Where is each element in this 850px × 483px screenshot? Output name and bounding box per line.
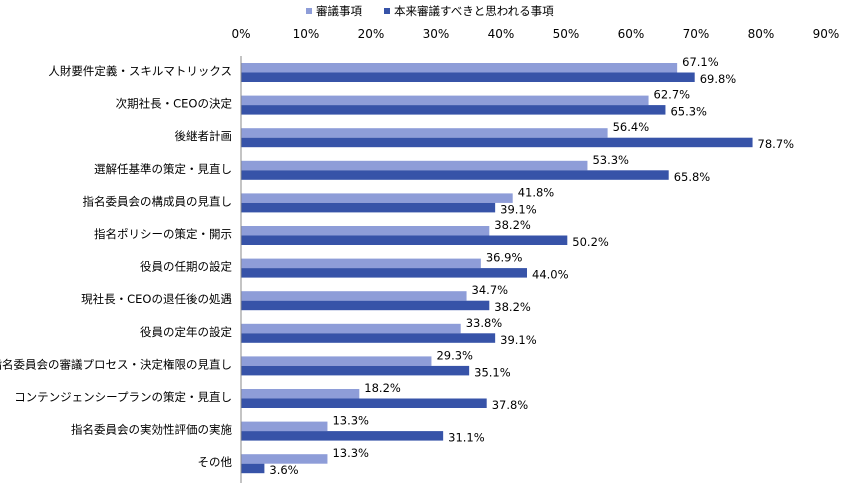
data-label-series-1: 13.3%	[332, 414, 369, 428]
data-label-series-2: 31.1%	[448, 431, 485, 445]
legend-swatch-series-1	[306, 8, 312, 14]
data-label-series-2: 38.2%	[494, 300, 531, 314]
bar-series-1	[241, 63, 678, 73]
bar-series-1	[241, 128, 608, 138]
bar-series-1	[241, 323, 461, 334]
x-tick-label: 50%	[553, 27, 580, 41]
data-label-series-1: 56.4%	[613, 120, 650, 134]
bar-series-1	[241, 454, 328, 464]
data-label-series-2: 78.7%	[758, 137, 795, 151]
legend-label-series-1: 審議事項	[316, 4, 362, 18]
data-label-series-2: 65.8%	[674, 170, 711, 184]
category-label: 現社長・CEOの退任後の処遇	[81, 292, 232, 306]
bar-series-1	[241, 226, 490, 236]
data-label-series-2: 35.1%	[474, 365, 511, 379]
data-label-series-1: 53.3%	[592, 153, 629, 167]
x-tick-label: 10%	[293, 27, 320, 41]
data-label-series-1: 38.2%	[494, 218, 531, 232]
category-label: 次期社長・CEOの決定	[116, 97, 233, 111]
bar-series-2	[241, 463, 265, 474]
bar-series-1	[241, 356, 432, 366]
data-label-series-1: 13.3%	[332, 446, 369, 460]
data-label-series-2: 44.0%	[532, 268, 569, 282]
data-label-series-1: 41.8%	[518, 185, 555, 199]
category-label: コンテンジェンシープランの策定・見直し	[14, 390, 232, 404]
category-label: その他	[198, 455, 233, 469]
category-label: 選解任基準の策定・見直し	[94, 162, 232, 176]
data-label-series-1: 62.7%	[654, 88, 691, 102]
data-label-series-1: 29.3%	[436, 348, 473, 362]
legend-swatch-series-2	[384, 8, 390, 14]
data-label-series-2: 3.6%	[269, 463, 298, 477]
data-label-series-2: 37.8%	[492, 398, 529, 412]
bar-series-2	[241, 202, 496, 213]
legend-label-series-2: 本来審議すべきと思われる事項	[394, 4, 554, 18]
bar-series-1	[241, 193, 513, 203]
category-label: 指名委員会の構成員の見直し	[83, 194, 233, 208]
x-axis-ticks: 0% 10% 20% 30% 40% 50% 60% 70% 80% 90%	[231, 27, 839, 41]
x-tick-label: 40%	[488, 27, 515, 41]
bar-series-2	[241, 72, 695, 82]
bar-series-2	[241, 268, 527, 278]
bar-series-1	[241, 160, 588, 171]
category-labels: 人財要件定義・スキルマトリックス次期社長・CEOの決定後継者計画選解任基準の策定…	[0, 64, 232, 469]
legend: 審議事項 本来審議すべきと思われる事項	[306, 4, 554, 18]
x-tick-label: 0%	[231, 27, 250, 41]
data-labels: 67.1% 69.8% 62.7% 65.3% 56.4% 78.7% 53.3% 65.8%…	[269, 55, 794, 477]
data-label-series-2: 50.2%	[572, 235, 609, 249]
bar-series-2	[241, 105, 666, 115]
category-label: 指名ポリシーの策定・開示	[94, 227, 232, 241]
data-label-series-2: 65.3%	[670, 105, 707, 119]
x-tick-label: 30%	[423, 27, 450, 41]
category-label: 人財要件定義・スキルマトリックス	[48, 64, 232, 78]
data-label-series-2: 39.1%	[500, 202, 537, 216]
bar-series-2	[241, 300, 490, 311]
data-label-series-1: 18.2%	[364, 381, 401, 395]
bars	[241, 63, 753, 474]
category-label: 指名委員会の審議プロセス・決定権限の見直し	[0, 357, 232, 371]
bar-series-2	[241, 333, 496, 343]
bar-series-2	[241, 170, 669, 180]
category-label: 後継者計画	[175, 129, 233, 143]
category-label: 役員の定年の設定	[140, 325, 232, 339]
x-tick-label: 90%	[813, 27, 840, 41]
x-tick-label: 60%	[618, 27, 645, 41]
bar-series-2	[241, 137, 753, 148]
data-label-series-2: 69.8%	[700, 72, 737, 86]
category-label: 指名委員会の実効性評価の実施	[71, 423, 232, 437]
bar-series-1	[241, 291, 467, 301]
bar-series-2	[241, 365, 470, 376]
x-tick-label: 80%	[748, 27, 775, 41]
data-label-series-1: 36.9%	[486, 251, 523, 265]
bar-series-1	[241, 421, 328, 432]
bar-series-1	[241, 95, 649, 106]
x-tick-label: 70%	[683, 27, 710, 41]
bar-series-2	[241, 235, 568, 245]
x-tick-label: 20%	[358, 27, 385, 41]
bar-series-1	[241, 389, 360, 399]
category-label: 役員の任期の設定	[140, 260, 232, 274]
bar-series-2	[241, 431, 444, 441]
data-label-series-1: 33.8%	[466, 316, 503, 330]
bar-series-1	[241, 258, 481, 269]
data-label-series-1: 67.1%	[682, 55, 719, 69]
data-label-series-2: 39.1%	[500, 333, 537, 347]
bar-series-2	[241, 398, 487, 408]
data-label-series-1: 34.7%	[472, 283, 509, 297]
